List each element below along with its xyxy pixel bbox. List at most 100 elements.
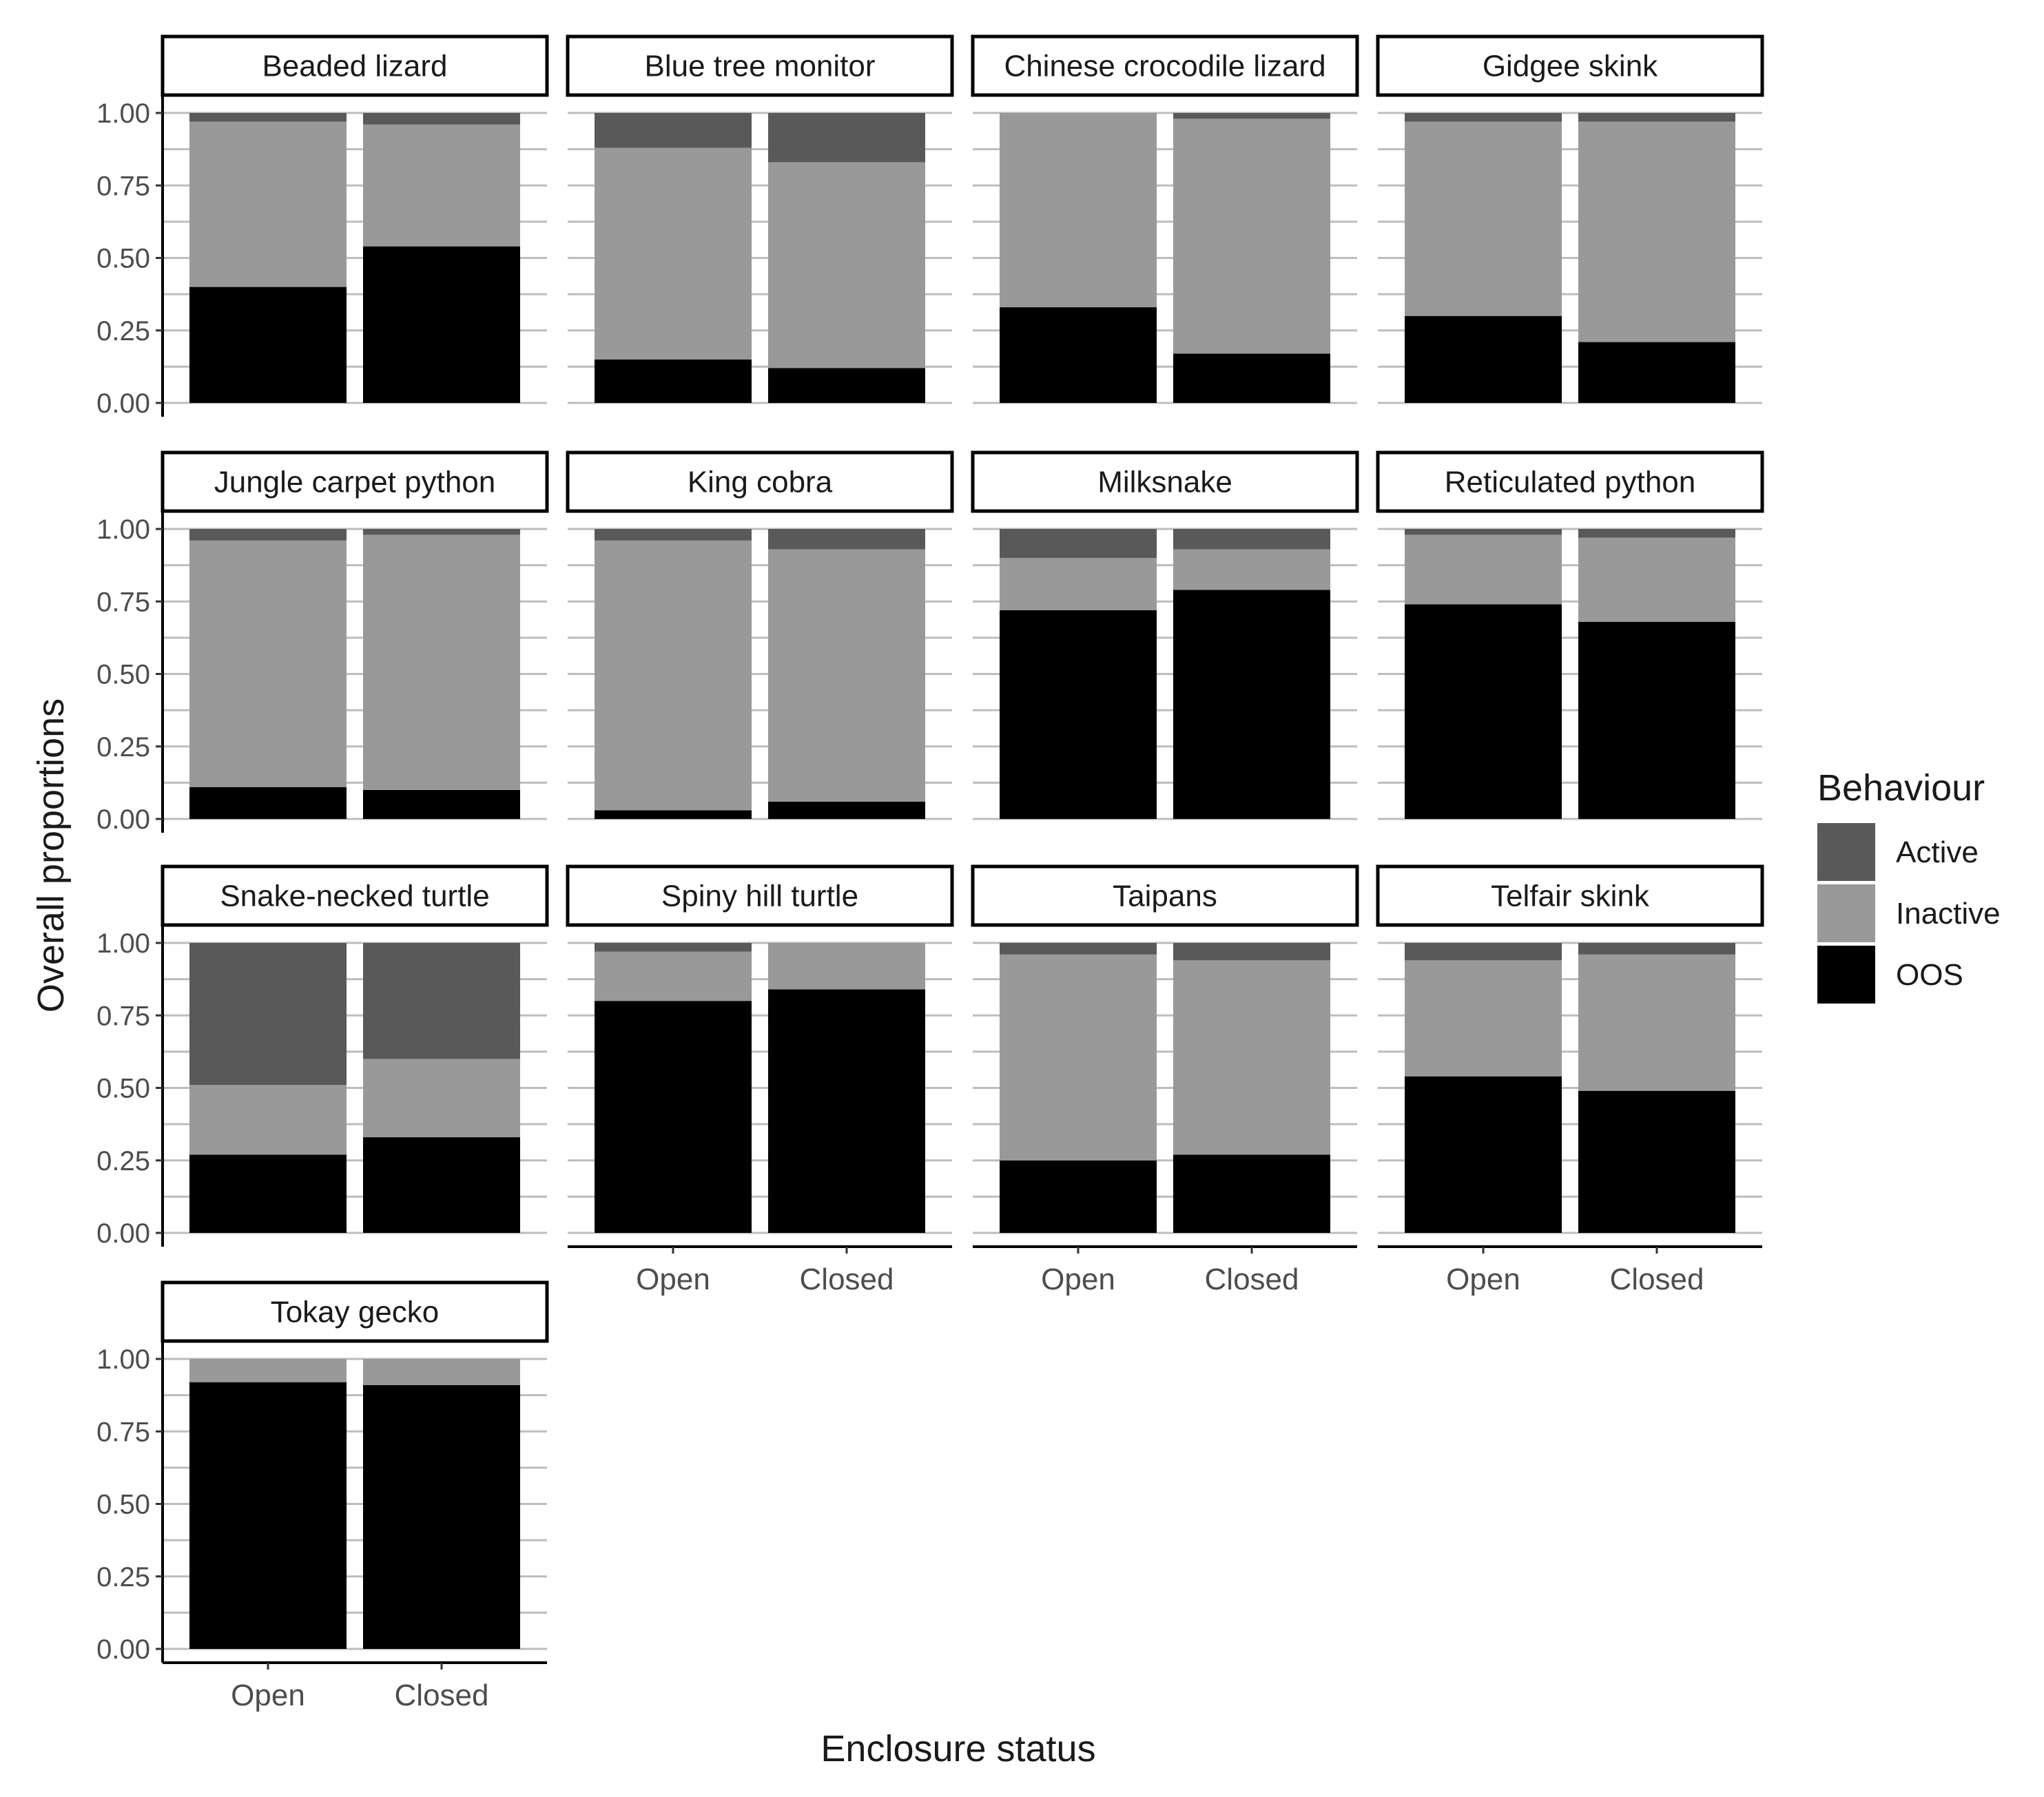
bar-segment-active-closed [768, 529, 925, 550]
panel-strip [1376, 864, 1764, 927]
panel-9: Snake-necked turtle 0.00 0.25 0.50 0.75 1.00 [96, 864, 549, 1249]
bar-segment-oos-closed [768, 368, 925, 403]
panel-3: Chinese crocodile lizard [971, 34, 1359, 404]
bar-segment-oos-closed [363, 246, 520, 403]
bar-segment-oos-open [1405, 1076, 1562, 1233]
y-tick-label: 0.25 [96, 316, 150, 346]
bar-segment-inactive-closed [363, 124, 520, 247]
bar-segment-inactive-open [595, 147, 752, 360]
bar-segment-active-closed [1578, 943, 1735, 955]
bar-segment-oos-open [595, 1001, 752, 1233]
bar-segment-active-open [189, 113, 347, 122]
bar-segment-inactive-closed [1578, 954, 1735, 1091]
panel-strip [161, 450, 549, 513]
bar-segment-active-open [1405, 113, 1562, 122]
y-axis-title: Overall proportions [30, 698, 72, 1012]
bar-segment-inactive-closed [1173, 549, 1330, 590]
bar-segment-inactive-closed [1173, 960, 1330, 1155]
bar-segment-inactive-closed [1578, 121, 1735, 342]
x-axis-title: Enclosure status [820, 1728, 1095, 1769]
bar-segment-active-open [1000, 529, 1157, 559]
bar-segment-oos-open [189, 1382, 347, 1649]
panel-strip [566, 864, 954, 927]
y-tick-label: 0.50 [96, 660, 150, 690]
bar-segment-oos-open [1405, 604, 1562, 819]
bar-segment-inactive-open [1000, 954, 1157, 1161]
bar-segment-inactive-closed [768, 549, 925, 802]
y-tick-label: 0.25 [96, 1146, 150, 1176]
bar-segment-oos-closed [1578, 621, 1735, 819]
x-tick-label: Closed [1205, 1263, 1299, 1296]
y-tick-label: 1.00 [96, 515, 150, 545]
y-tick-label: 0.50 [96, 1074, 150, 1104]
legend-key-oos [1817, 946, 1875, 1004]
panel-12: Telfair skink Open Closed [1376, 864, 1764, 1296]
legend-label: Inactive [1896, 897, 2001, 931]
bar-segment-oos-closed [768, 801, 925, 819]
panel-strip [1376, 450, 1764, 513]
bar-segment-active-open [189, 943, 347, 1086]
bar-segment-active-closed [1173, 943, 1330, 961]
bar-segment-active-open [189, 529, 347, 541]
panel-title: Chinese crocodile lizard [1004, 50, 1325, 83]
panel-strip [566, 450, 954, 513]
bar-segment-oos-closed [1173, 590, 1330, 819]
bar-segment-active-closed [1578, 113, 1735, 122]
bar-segment-oos-open [1000, 610, 1157, 819]
bar-segment-inactive-open [1000, 558, 1157, 610]
panel-strip [971, 864, 1359, 927]
bar-segment-oos-open [595, 810, 752, 819]
y-tick-label: 1.00 [96, 1344, 150, 1375]
panel-1: Beaded lizard 0.00 0.25 0.50 0.75 1.00 [96, 34, 549, 419]
legend-key-active [1817, 823, 1875, 881]
y-tick-label: 0.00 [96, 1634, 150, 1665]
bar-segment-inactive-open [189, 540, 347, 787]
bar-segment-active-open [1405, 529, 1562, 535]
panel-7: Milksnake [971, 450, 1359, 820]
x-tick-label: Closed [395, 1679, 489, 1712]
panel-strip [971, 34, 1359, 97]
bar-segment-oos-closed [1173, 353, 1330, 403]
y-tick-label: 0.25 [96, 1562, 150, 1592]
panel-strip [971, 450, 1359, 513]
panel-4: Gidgee skink [1376, 34, 1764, 404]
y-tick-label: 0.00 [96, 388, 150, 419]
y-tick-label: 0.75 [96, 1001, 150, 1031]
bar-segment-active-closed [1578, 529, 1735, 538]
bar-segment-active-closed [1173, 529, 1330, 550]
panel-title: Reticulated python [1445, 466, 1695, 499]
panel-5: Jungle carpet python 0.00 0.25 0.50 0.75 1.00 [96, 450, 549, 835]
x-tick-label: Closed [1610, 1263, 1704, 1296]
panel-10: Spiny hill turtle Open Closed [566, 864, 954, 1296]
panel-strip [1376, 34, 1764, 97]
bar-segment-inactive-open [1405, 121, 1562, 316]
y-tick-label: 0.75 [96, 587, 150, 617]
bar-segment-inactive-closed [363, 1059, 520, 1138]
y-tick-label: 0.00 [96, 1218, 150, 1249]
bar-segment-inactive-open [189, 1359, 347, 1382]
panel-title: Beaded lizard [262, 50, 447, 83]
bar-segment-oos-open [189, 287, 347, 403]
panel-title: Telfair skink [1491, 880, 1650, 913]
bar-segment-oos-closed [363, 1384, 520, 1649]
panel-strip [161, 34, 549, 97]
bar-segment-active-closed [1173, 113, 1330, 119]
bar-segment-active-closed [363, 943, 520, 1059]
bar-segment-active-open [595, 113, 752, 148]
bar-segment-active-closed [768, 113, 925, 163]
y-tick-label: 0.50 [96, 244, 150, 274]
panel-2: Blue tree monitor [566, 34, 954, 404]
bar-segment-oos-closed [363, 1137, 520, 1233]
x-tick-label: Open [1446, 1263, 1520, 1296]
panel-strip [161, 864, 549, 927]
panel-title: Taipans [1113, 880, 1217, 913]
bar-segment-oos-open [1000, 307, 1157, 403]
legend-label: Active [1896, 835, 1979, 869]
panel-13: Tokay gecko 0.00 0.25 0.50 0.75 1.00 Open Close… [96, 1280, 549, 1712]
panel-8: Reticulated python [1376, 450, 1764, 820]
bar-segment-oos-closed [1578, 1090, 1735, 1233]
panel-title: Blue tree monitor [644, 50, 875, 83]
y-tick-label: 1.00 [96, 98, 150, 129]
